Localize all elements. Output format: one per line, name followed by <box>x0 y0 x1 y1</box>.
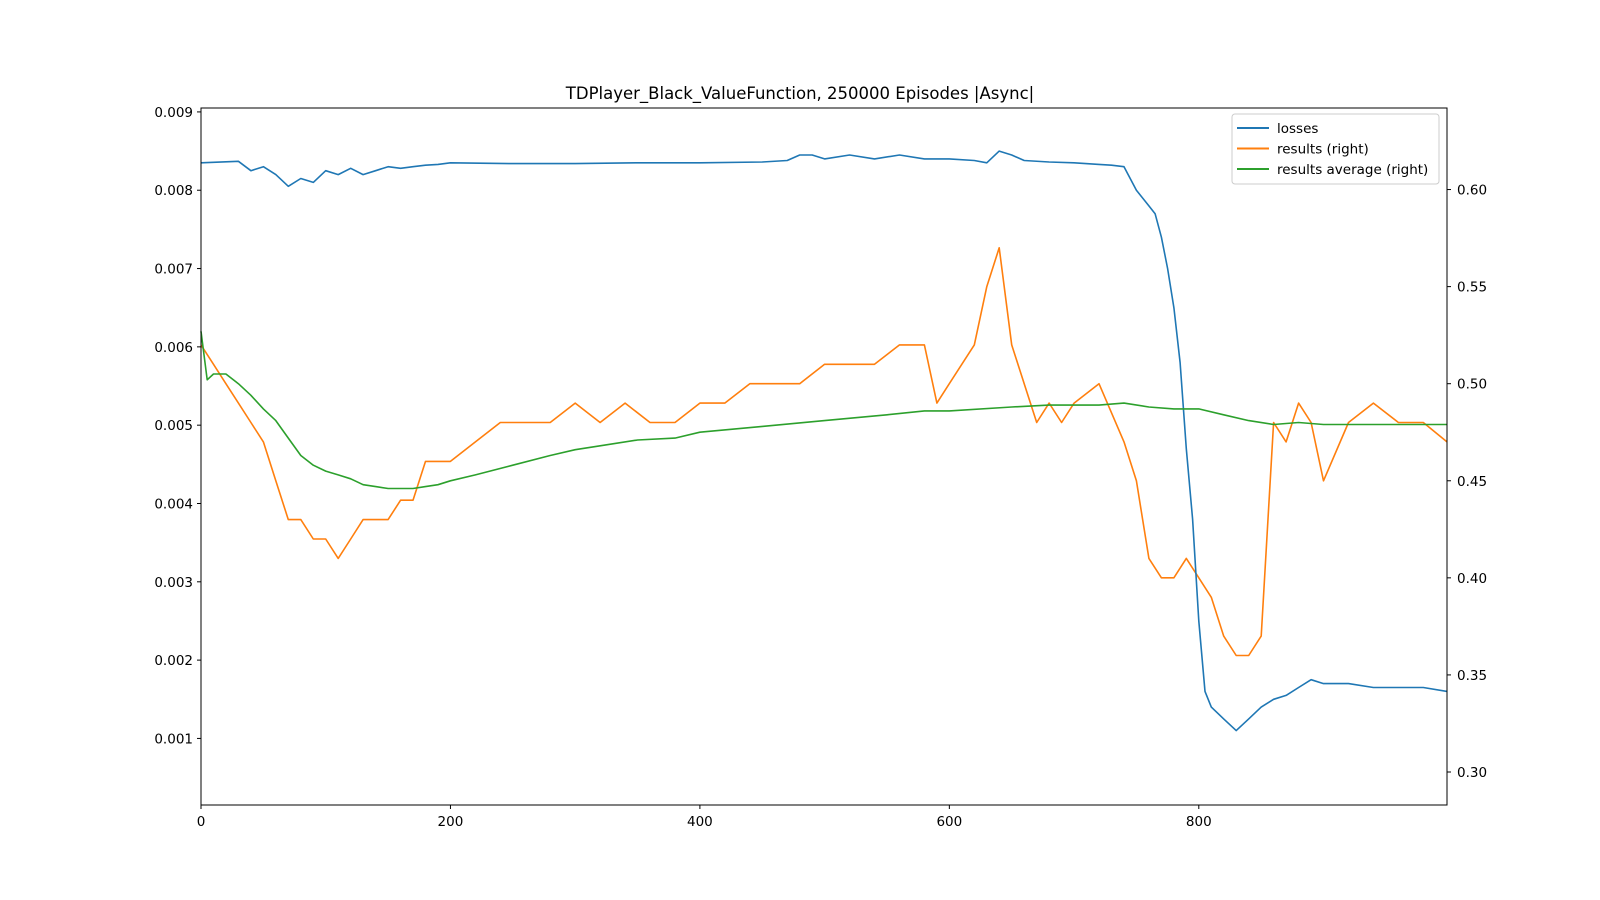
y-left-tick-label: 0.007 <box>154 262 193 278</box>
y-left-tick-label: 0.001 <box>154 731 193 747</box>
x-tick-label: 600 <box>936 814 962 830</box>
legend-label: results average (right) <box>1277 162 1428 178</box>
series-line-results-right <box>200 247 1448 657</box>
x-tick-label: 200 <box>438 814 464 830</box>
series-line-results-average-right <box>200 331 1447 490</box>
y-right-tick-label: 0.40 <box>1457 571 1487 587</box>
legend-box <box>1231 113 1440 185</box>
chart-title: TDPlayer_Black_ValueFunction, 250000 Epi… <box>565 84 1035 103</box>
y-left-tick-label: 0.005 <box>154 418 193 434</box>
plot-area <box>201 108 1447 805</box>
y-right-tick-label: 0.55 <box>1457 280 1487 296</box>
y-axis-right: 0.30 0.35 0.40 0.45 0.50 0.55 0.60 <box>1447 183 1487 781</box>
y-left-tick-label: 0.008 <box>154 183 193 199</box>
y-left-tick-label: 0.006 <box>154 340 193 356</box>
series-layer <box>200 150 1448 732</box>
series-line-losses <box>200 150 1448 732</box>
y-left-tick-label: 0.003 <box>154 575 193 591</box>
legend-label: results (right) <box>1277 142 1369 158</box>
y-left-tick-label: 0.009 <box>154 105 193 121</box>
y-right-tick-label: 0.45 <box>1457 474 1487 490</box>
y-right-tick-label: 0.30 <box>1457 765 1487 781</box>
x-tick-label: 0 <box>197 814 206 830</box>
legend: losses results (right) results average (ri… <box>1231 113 1440 185</box>
x-axis: 0 200 400 600 800 <box>197 805 1212 830</box>
y-left-tick-label: 0.002 <box>154 653 193 669</box>
y-right-tick-label: 0.60 <box>1457 183 1487 199</box>
plot-frame <box>200 107 1448 806</box>
y-left-tick-label: 0.004 <box>154 496 193 512</box>
legend-label: losses <box>1277 121 1318 137</box>
x-tick-label: 400 <box>687 814 713 830</box>
y-axis-left: 0.001 0.002 0.003 0.004 0.005 0.006 0.007 0.008… <box>154 105 201 747</box>
y-right-tick-label: 0.35 <box>1457 668 1487 684</box>
x-tick-label: 800 <box>1186 814 1212 830</box>
y-right-tick-label: 0.50 <box>1457 377 1487 393</box>
